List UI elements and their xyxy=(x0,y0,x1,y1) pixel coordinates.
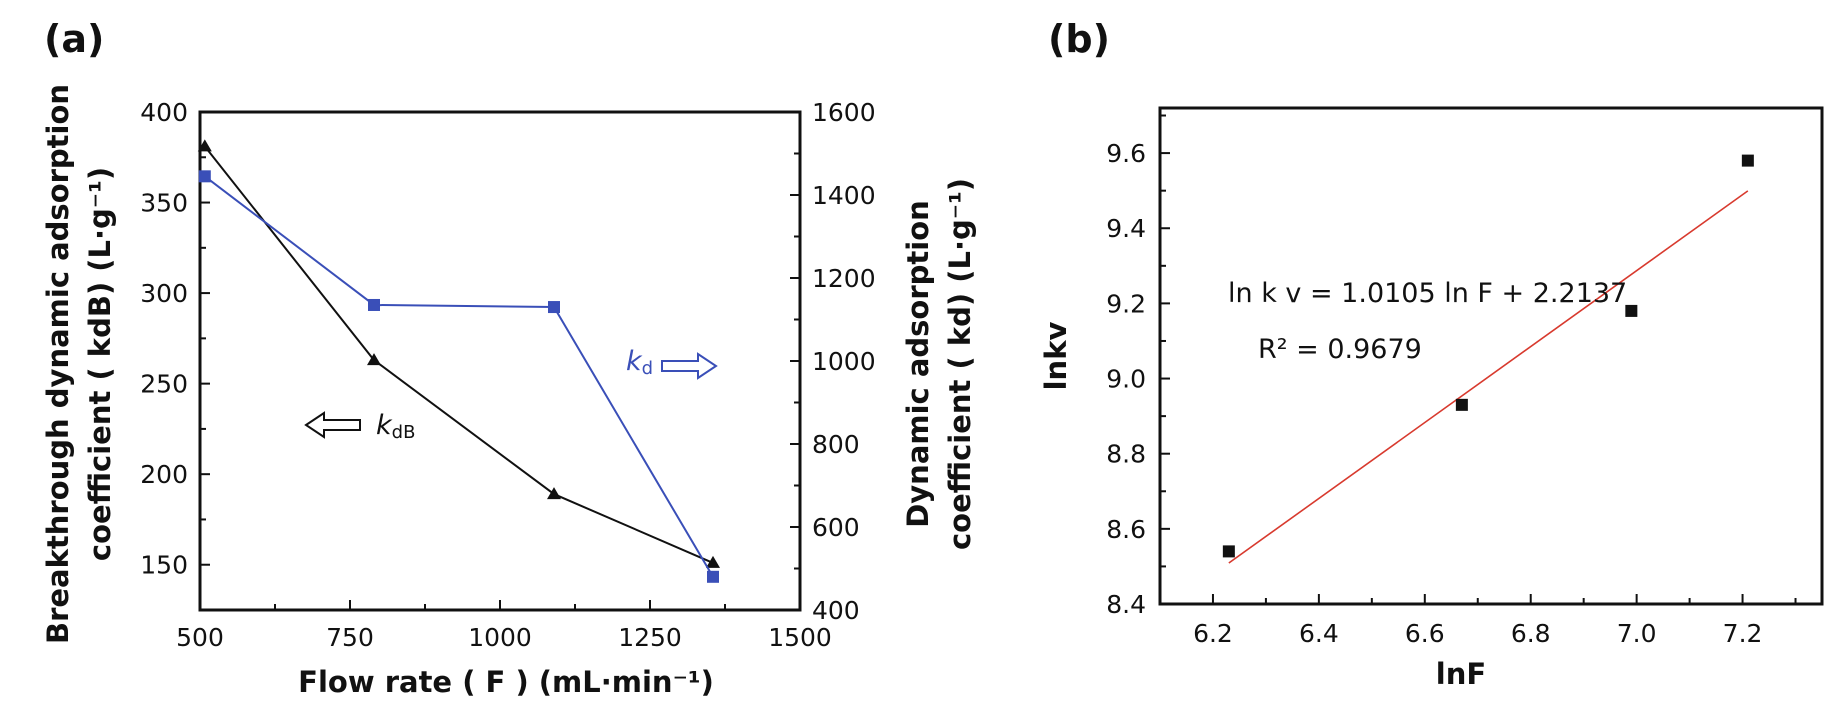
x-tick-label-b: 6.2 xyxy=(1193,619,1233,648)
r2-label: R² = 0.9679 xyxy=(1258,334,1422,365)
y-left-tick-label-a: 200 xyxy=(140,460,188,489)
y-right-title-line1: Dynamic adsorption xyxy=(901,200,935,528)
y-tick-label-b: 8.8 xyxy=(1106,440,1146,469)
y-right-title-line2: coefficient ( kd) (L·g⁻¹) xyxy=(943,178,977,550)
x-axis-title-a: Flow rate ( F ) (mL·min⁻¹) xyxy=(298,665,714,699)
y-axis-title-b: lnkv xyxy=(1039,322,1073,391)
y-left-tick-label-a: 250 xyxy=(140,370,188,399)
y-tick-label-b: 8.4 xyxy=(1106,590,1146,619)
y-right-tick-label-a: 1000 xyxy=(812,347,876,376)
data-point-b xyxy=(1625,304,1638,317)
point-kdB xyxy=(197,139,212,152)
x-tick-label-b: 7.2 xyxy=(1723,619,1763,648)
plot-frame-b xyxy=(1158,106,1824,606)
y-right-tick-label-a: 600 xyxy=(812,513,860,542)
x-tick-label-a: 1000 xyxy=(468,623,532,652)
point-kd xyxy=(707,570,719,583)
series-line-kd xyxy=(204,175,714,578)
x-tick-label-b: 7.0 xyxy=(1617,619,1657,648)
y-left-tick-label-a: 400 xyxy=(140,98,188,127)
panel-a-label: (a) xyxy=(44,17,104,61)
y-left-title-line2: coefficient ( kdB) (L·g⁻¹) xyxy=(83,167,117,561)
y-tick-label-b: 9.2 xyxy=(1106,289,1146,318)
point-kd xyxy=(548,301,560,314)
y-right-axis-title-a: Dynamic adsorption coefficient ( kd) (L·g… xyxy=(901,178,977,550)
kdB-label-main: k xyxy=(376,410,393,441)
arrow-right-icon xyxy=(661,352,718,380)
x-axis-title-b: lnF xyxy=(1436,657,1486,691)
x-tick-label-a: 750 xyxy=(326,623,374,652)
x-tick-label-a: 1500 xyxy=(768,623,832,652)
y-tick-label-b: 9.0 xyxy=(1106,365,1146,394)
y-left-title-line1: Breakthrough dynamic adsorption xyxy=(41,84,75,644)
y-tick-label-b: 9.6 xyxy=(1106,139,1146,168)
equation-label: ln k v = 1.0105 ln F + 2.2137 xyxy=(1228,278,1627,309)
y-left-axis-title-a: Breakthrough dynamic adsorption coefficie… xyxy=(41,84,117,644)
y-tick-label-b: 9.4 xyxy=(1106,214,1146,243)
x-tick-label-b: 6.4 xyxy=(1299,619,1339,648)
data-point-b xyxy=(1455,398,1468,411)
kdB-label-sub: dB xyxy=(392,422,416,443)
x-tick-label-b: 6.6 xyxy=(1405,619,1445,648)
point-kd xyxy=(368,298,380,311)
panel-b-label: (b) xyxy=(1048,17,1110,61)
x-tick-label-a: 1250 xyxy=(618,623,682,652)
kd-label: kd xyxy=(626,346,653,379)
point-kdB xyxy=(547,487,561,500)
y-left-tick-label-a: 350 xyxy=(140,189,188,218)
y-right-tick-label-a: 400 xyxy=(812,596,860,625)
y-right-tick-label-a: 800 xyxy=(812,430,860,459)
fit-line xyxy=(1228,190,1749,564)
data-point-b xyxy=(1222,545,1235,558)
y-right-tick-label-a: 1600 xyxy=(812,98,876,127)
y-left-tick-label-a: 150 xyxy=(140,551,188,580)
series-line-kdB xyxy=(204,145,714,564)
y-right-tick-label-a: 1200 xyxy=(812,264,876,293)
kd-label-sub: d xyxy=(642,358,653,379)
x-tick-label-a: 500 xyxy=(176,623,224,652)
y-left-tick-label-a: 300 xyxy=(140,279,188,308)
point-kdB xyxy=(706,555,720,568)
x-tick-label-b: 6.8 xyxy=(1511,619,1551,648)
chart-a: 500 750 1000 1250 1500 150 200 250 300 350 400 400 6… xyxy=(41,84,977,699)
y-right-tick-label-a: 1400 xyxy=(812,181,876,210)
point-kdB xyxy=(367,353,381,366)
data-point-b xyxy=(1741,154,1754,167)
kd-label-main: k xyxy=(626,346,643,377)
point-kd xyxy=(198,170,211,183)
y-tick-label-b: 8.6 xyxy=(1106,515,1146,544)
chart-b: 6.2 6.4 6.6 6.8 7.0 7.2 8.4 8.6 8.8 9.0 9.2 9.4 9.6 l… xyxy=(1039,106,1824,691)
kdB-label: kdB xyxy=(376,410,415,443)
arrow-left-icon xyxy=(304,411,361,439)
y-axis-title-text-b: lnkv xyxy=(1039,322,1073,391)
